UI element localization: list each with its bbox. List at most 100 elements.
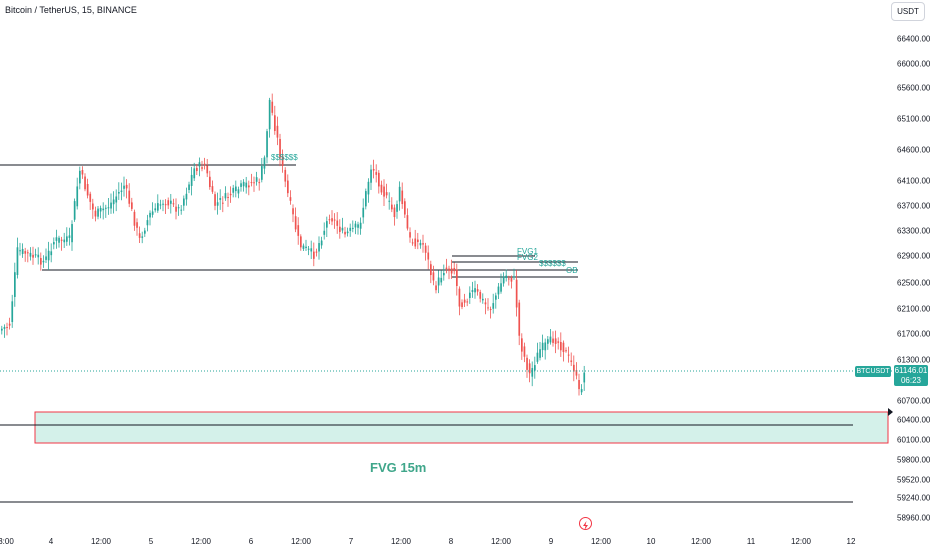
candle-body [365,191,367,207]
candle-body [534,365,536,371]
candle-body [380,184,383,193]
candle-body [549,336,552,343]
candle-body [253,182,255,184]
candle-body [40,258,42,265]
candle-body [8,323,11,326]
candle-body [92,203,94,210]
candle-body [518,302,521,336]
time-tick: 12:00 [790,537,812,546]
price-tick: 61300.00 [897,355,931,365]
candle-body [50,251,53,256]
candle-body [79,170,81,184]
candle-body [276,125,279,138]
candle-body [333,219,336,221]
time-tick: 12:00 [390,537,412,546]
candle-body [32,254,34,258]
candle-body [375,172,378,175]
price-tick: 62900.00 [897,251,931,261]
symbol-tag: BTCUSDT [855,366,891,377]
candle-body [29,252,32,257]
candle-body [281,156,284,166]
candle-body [292,208,294,215]
price-tick: 58960.00 [897,513,931,523]
candle-body [71,224,73,243]
candle-body [73,201,76,220]
candle-body [487,307,489,309]
fvg2-label: FVG2 [517,253,538,262]
time-tick: 3:00 [0,537,14,546]
candle-body [250,182,253,184]
candle-body [443,272,445,276]
candle-body [284,169,287,182]
candle-body [388,200,391,202]
candle-body [521,338,523,352]
candle-body [336,220,339,226]
candle-body [479,291,482,299]
candle-body [341,227,344,231]
candle-body [294,216,297,230]
price-tick: 62500.00 [897,278,931,288]
candle-body [505,275,508,279]
candle-body [401,190,404,205]
candle-body [271,101,274,113]
candle-body [547,339,549,344]
candle-body [81,170,84,175]
candle-body [430,264,432,276]
candle-body [227,196,229,198]
candle-body [216,202,219,206]
candle-body [417,239,419,242]
candles-group [1,93,586,396]
candle-body [118,192,120,194]
price-tick: 66400.00 [897,34,931,44]
candle-body [435,285,437,291]
candle-body [232,187,235,193]
candle-body [196,167,198,172]
candle-body [237,189,240,194]
candle-body [185,193,188,200]
candle-body [409,232,411,238]
candle-body [523,346,526,357]
price-tick: 59240.00 [897,493,931,503]
candle-body [193,168,196,179]
candle-body [99,207,102,212]
fvg1-label: FVG1 [517,247,538,256]
candle-body [310,248,313,252]
price-tick: 62100.00 [897,304,931,314]
price-tick: 64100.00 [897,176,931,186]
price-tick: 60700.00 [897,396,931,406]
time-tick: 12:00 [590,537,612,546]
candle-body [180,209,183,211]
candle-body [573,364,575,372]
candle-body [131,202,133,209]
candle-body [105,207,107,209]
candle-body [476,289,479,292]
candle-body [404,201,406,215]
candle-body [352,227,354,229]
lightning-icon[interactable] [579,517,592,530]
currency-button[interactable]: USDT [891,2,925,21]
candle-body [450,268,453,274]
time-tick: 4 [48,537,54,546]
candle-body [94,210,97,217]
candle-body [66,236,68,242]
candle-body [474,288,476,293]
candle-body [84,176,86,190]
time-tick: 7 [348,537,354,546]
candle-body [24,251,27,254]
time-tick: 8 [448,537,454,546]
candle-body [323,230,326,235]
time-tick: 9 [548,537,554,546]
candle-body [263,157,266,169]
price-tick: 60400.00 [897,415,931,425]
candle-body [151,211,154,215]
candle-body [463,299,466,303]
candle-body [58,237,60,243]
price-tick: 65100.00 [897,114,931,124]
candle-body [203,163,206,166]
candle-body [331,218,333,222]
price-tick: 59800.00 [897,455,931,465]
candle-body [557,341,560,343]
candle-body [357,224,359,228]
time-tick: 12:00 [490,537,512,546]
